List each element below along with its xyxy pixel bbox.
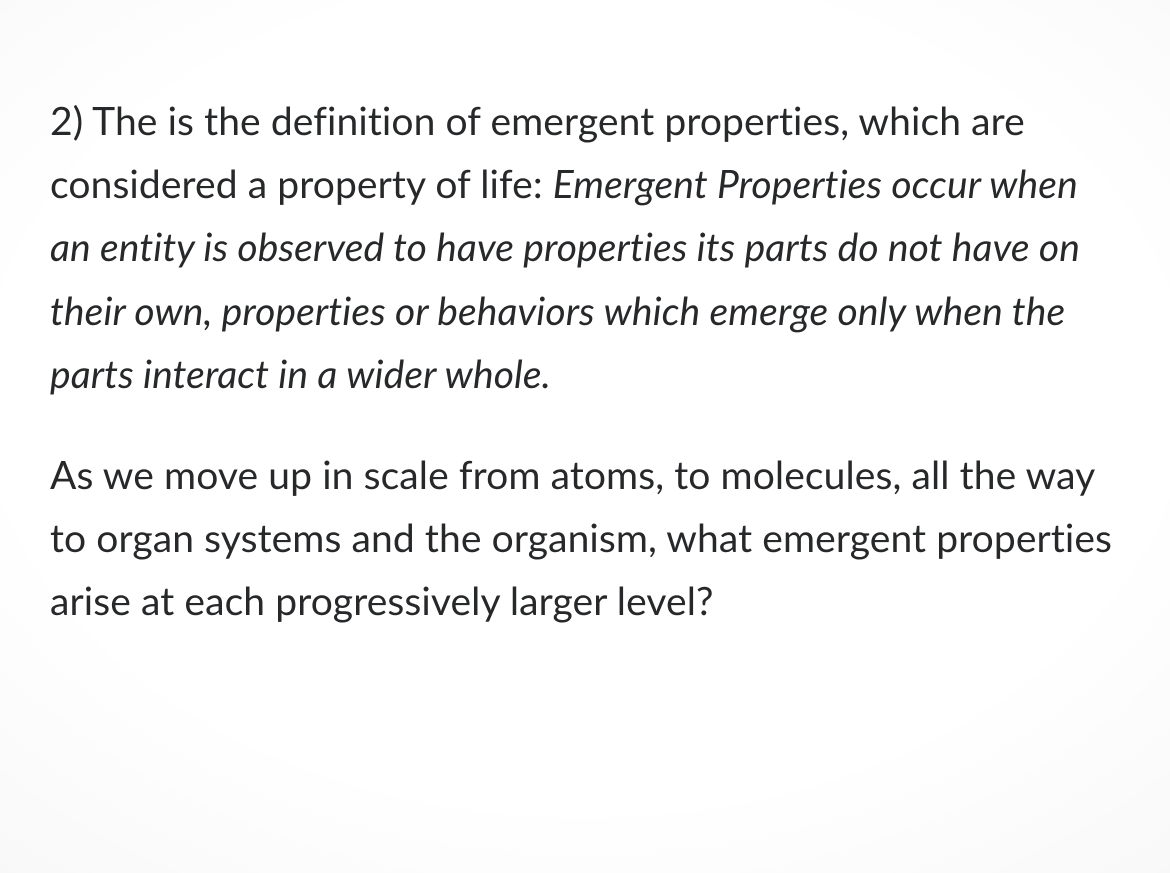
document-body: 2) The is the definition of emergent pro… [50, 90, 1120, 633]
paragraph-2: As we move up in scale from atoms, to mo… [50, 444, 1120, 634]
text-run-normal: As we move up in scale from atoms, to mo… [50, 452, 1112, 624]
paragraph-1: 2) The is the definition of emergent pro… [50, 90, 1120, 406]
